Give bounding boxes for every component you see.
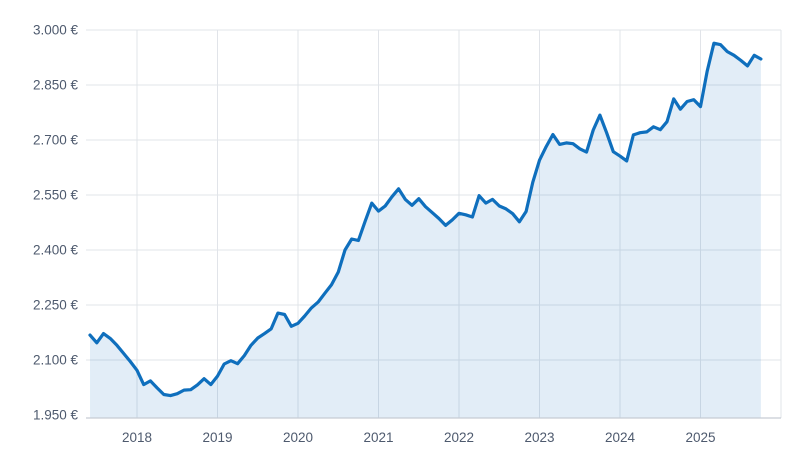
price-line-series	[88, 41, 763, 398]
x-axis-tick-label: 2019	[202, 430, 232, 445]
y-axis-tick-label: 3.000 €	[33, 23, 79, 38]
y-axis-tick-label: 2.250 €	[33, 298, 79, 313]
y-axis-tick-label: 1.950 €	[33, 408, 79, 423]
y-axis-tick-label: 2.400 €	[33, 243, 79, 258]
x-axis-tick-label: 2022	[444, 430, 474, 445]
y-axis-tick-label: 2.700 €	[33, 133, 79, 148]
x-axis-tick-label: 2024	[605, 430, 636, 445]
y-axis-tick-label: 2.850 €	[33, 78, 79, 93]
x-axis-tick-label: 2025	[685, 430, 715, 445]
price-area-fill	[90, 43, 761, 418]
x-axis-tick-label: 2021	[363, 430, 393, 445]
y-axis-tick-label: 2.100 €	[33, 353, 79, 368]
x-axis-tick-label: 2020	[283, 430, 313, 445]
y-axis-tick-label: 2.550 €	[33, 188, 79, 203]
x-axis-tick-label: 2023	[524, 430, 554, 445]
x-axis-tick-label: 2018	[122, 430, 152, 445]
